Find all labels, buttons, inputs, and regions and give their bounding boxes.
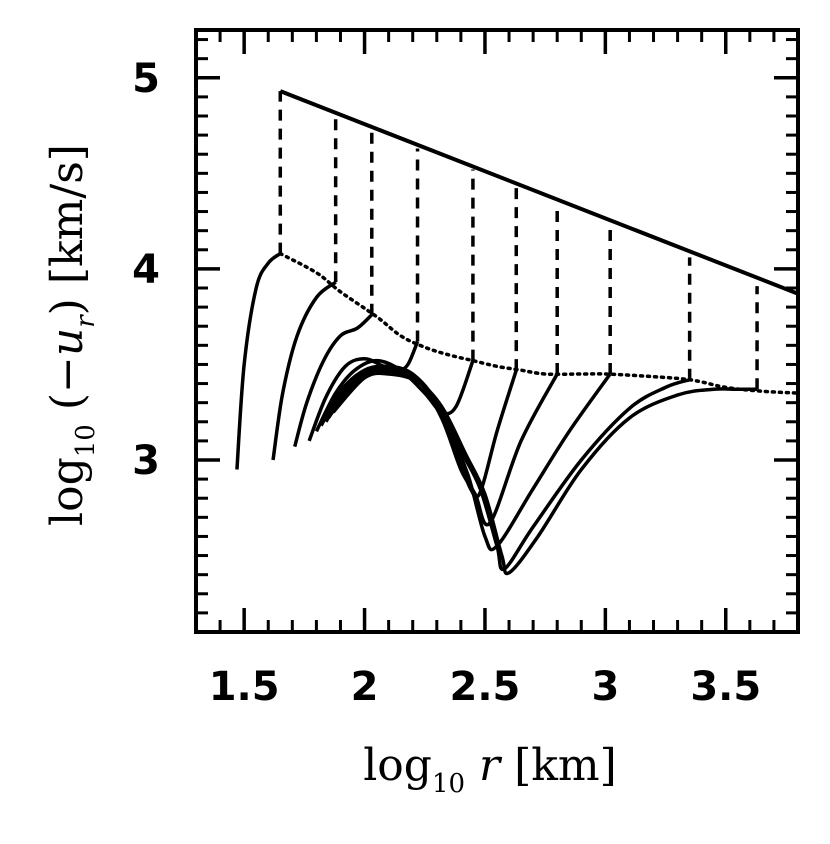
x-tick-labels: 1.5 2 2.5 3 3.5 [209, 664, 761, 710]
x-tick-label: 1.5 [209, 664, 280, 710]
y-tick-label: 5 [132, 56, 160, 102]
y-axis-label: log10 (−ur) [km/s] [42, 144, 101, 526]
velocity-profile-line [329, 370, 691, 572]
x-tick-label: 2.5 [450, 664, 521, 710]
x-tick-label: 2 [351, 664, 379, 710]
shock-jump-lines [278, 91, 759, 390]
velocity-profiles [235, 252, 758, 576]
y-axis-label-sub: 10 [71, 424, 101, 457]
velocity-profile-line [326, 367, 612, 552]
velocity-profile-line [293, 313, 373, 448]
x-axis-label-unit: [km] [514, 740, 617, 791]
envelope-lines [278, 89, 800, 395]
x-tick-label: 3 [591, 664, 619, 710]
plot-frame [194, 28, 800, 634]
pre-shock-envelope [279, 89, 799, 296]
y-axis-label-log: log [42, 457, 93, 526]
y-tick-labels: 3 4 5 [132, 56, 160, 484]
y-axis-label-var: u [42, 328, 93, 356]
y-axis-label-open: (− [42, 356, 93, 410]
velocity-profile-line [324, 365, 559, 527]
velocity-profile-line [235, 252, 282, 470]
x-tick-label: 3.5 [690, 664, 761, 710]
x-axis-label: log10 r [km] [363, 740, 617, 799]
x-axis-label-log: log [363, 740, 432, 791]
x-axis-label-sub: 10 [432, 769, 465, 799]
y-tick-label: 3 [132, 438, 160, 484]
y-tick-label: 4 [132, 247, 160, 293]
y-axis-label-close: ) [42, 298, 93, 315]
y-axis-label-varsub: r [71, 314, 101, 328]
velocity-profile-line [331, 371, 758, 576]
major-ticks [196, 30, 798, 632]
x-axis-label-var: r [479, 740, 503, 791]
post-shock-envelope [278, 251, 800, 395]
velocity-profile-line [271, 280, 337, 461]
y-axis-label-unit: [km/s] [42, 144, 93, 284]
